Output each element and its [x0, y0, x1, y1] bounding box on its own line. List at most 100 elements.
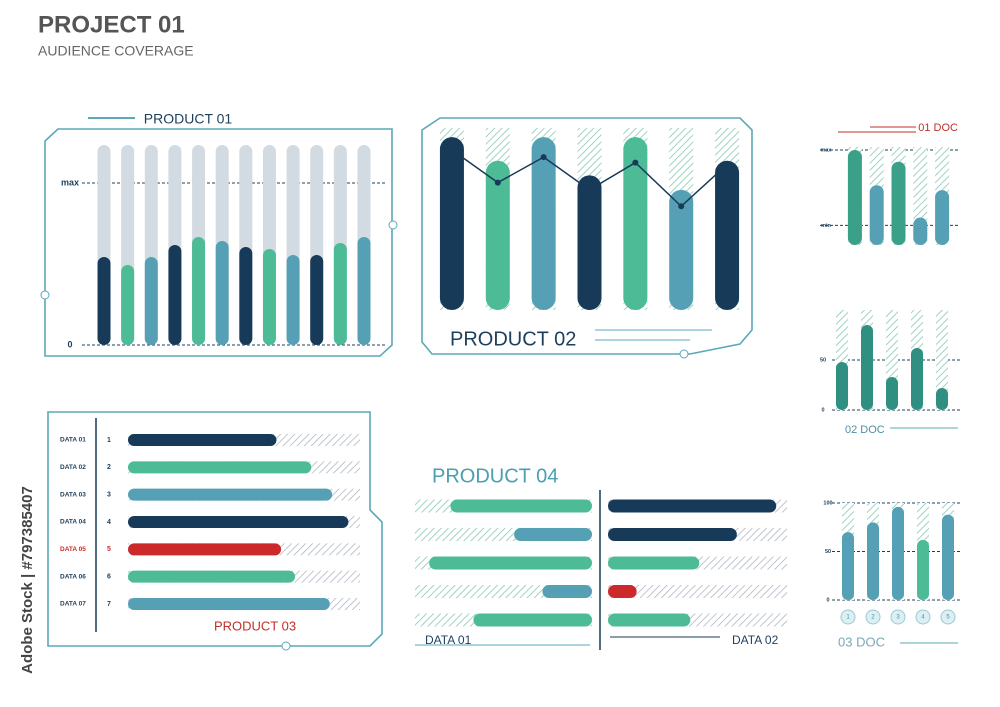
bar	[333, 243, 347, 345]
category-label: DATA 06	[60, 573, 86, 580]
y-tick-label: max	[61, 177, 79, 187]
bar	[128, 488, 333, 501]
y-tick-label: 0	[821, 407, 824, 413]
category-label: DATA 01	[60, 437, 86, 444]
bar	[542, 585, 592, 598]
bar	[891, 161, 906, 245]
chart-title: PRODUCT 03	[214, 618, 296, 633]
rank-label: 5	[107, 546, 111, 553]
bar	[608, 499, 777, 513]
bar	[357, 237, 371, 345]
chart-title: PRODUCT 02	[450, 328, 576, 350]
line-point	[678, 203, 685, 210]
bar	[192, 237, 206, 345]
bar	[485, 160, 510, 310]
rank-label: 1	[107, 437, 111, 444]
x-tick-label: 1	[846, 615, 850, 621]
bar	[867, 522, 879, 600]
bar	[144, 257, 158, 345]
line-point	[494, 179, 501, 186]
frame	[47, 411, 383, 647]
bar	[473, 613, 592, 627]
bar	[128, 434, 277, 446]
chart-title: 02 DOC	[845, 424, 885, 436]
bar	[869, 185, 884, 245]
bar	[911, 348, 923, 410]
bar	[310, 255, 324, 345]
frames	[40, 117, 958, 651]
frame-node	[679, 349, 689, 359]
bar	[262, 249, 276, 345]
y-tick-label: 0	[826, 597, 829, 603]
category-label: DATA 02	[60, 464, 86, 471]
bar	[936, 388, 948, 410]
bar	[608, 613, 691, 627]
rank-label: 7	[107, 601, 111, 608]
bar	[97, 257, 111, 345]
chart-title: PRODUCT 04	[432, 465, 558, 487]
bar	[861, 325, 873, 410]
bar	[886, 377, 898, 410]
frame-node	[388, 220, 398, 230]
rank-label: 2	[107, 464, 111, 471]
frame-node	[40, 290, 50, 300]
bar	[450, 499, 592, 513]
category-label: DATA 03	[60, 491, 86, 498]
bar	[128, 570, 296, 583]
bar	[439, 137, 464, 310]
category-badge	[890, 609, 906, 625]
bar	[942, 514, 954, 600]
bar	[836, 362, 848, 410]
bar	[608, 528, 737, 541]
bar	[128, 543, 282, 556]
x-tick-label: 2	[871, 615, 875, 621]
chart-title: 01 DOC	[918, 122, 958, 134]
frame-node	[281, 641, 291, 651]
rank-label: 4	[107, 519, 111, 526]
bar	[121, 265, 135, 345]
frame	[44, 128, 393, 357]
bar	[531, 137, 556, 310]
y-tick-label: 100	[823, 500, 832, 506]
rank-label: 6	[107, 574, 111, 581]
x-tick-label: 5	[946, 615, 950, 621]
frame	[421, 117, 753, 355]
series-label: DATA 02	[732, 633, 779, 647]
bar	[429, 556, 592, 570]
bar	[239, 247, 253, 345]
bar	[608, 585, 637, 598]
watermark: Adobe Stock | #797385407	[19, 486, 36, 674]
bar	[935, 190, 950, 245]
category-badge	[915, 609, 931, 625]
line-point	[632, 159, 639, 166]
bar	[577, 175, 602, 310]
y-tick-label: 0	[67, 339, 72, 349]
chart-title: PRODUCT 01	[144, 111, 233, 127]
category-label: DATA 04	[60, 519, 86, 526]
bar	[842, 532, 854, 600]
chart-title: 03 DOC	[838, 634, 885, 649]
bar	[913, 217, 928, 245]
category-badge	[865, 609, 881, 625]
bar	[215, 241, 229, 345]
bar	[128, 461, 312, 474]
line-point	[540, 154, 547, 161]
line-point	[724, 161, 731, 168]
bar	[715, 160, 740, 310]
bar-track	[936, 310, 948, 410]
category-label: DATA 05	[60, 546, 86, 553]
bar	[892, 506, 904, 600]
bar	[514, 528, 592, 541]
bar	[128, 516, 349, 528]
bar-track	[608, 585, 787, 598]
x-tick-label: 3	[896, 615, 900, 621]
category-badge	[940, 609, 956, 625]
category-badge	[840, 609, 856, 625]
y-tick-label: 50	[820, 357, 826, 363]
page-title: PROJECT 01	[38, 11, 185, 38]
category-label: DATA 07	[60, 601, 86, 608]
y-tick-label: 50	[825, 549, 831, 555]
bar	[128, 598, 330, 610]
bar	[669, 189, 694, 310]
